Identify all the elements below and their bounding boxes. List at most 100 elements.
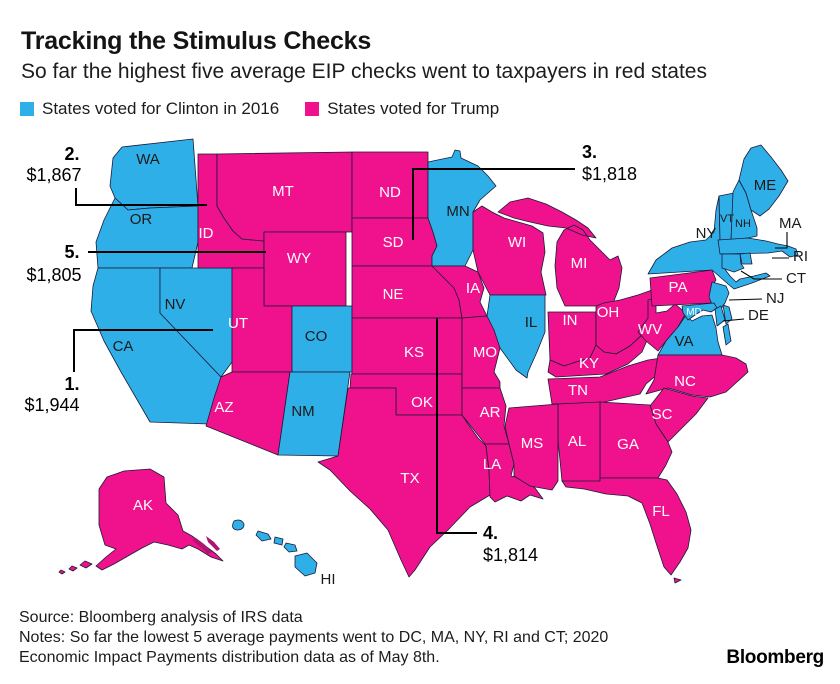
state-label-WY: WY: [287, 250, 311, 267]
notes-line-1: Notes: So far the lowest 5 average payme…: [19, 629, 609, 646]
state-NC: [645, 354, 749, 398]
state-label-MD: MD: [686, 307, 702, 318]
state-label-MS: MS: [521, 435, 544, 452]
state-label-NH: NH: [735, 218, 751, 230]
callout-value-SD: $1,818: [582, 164, 637, 184]
callout-line-UT: [73, 329, 213, 372]
callout-value-NE: $1,814: [483, 545, 538, 565]
state-label-IN: IN: [563, 312, 578, 329]
callout-rank-UT: 1.: [64, 374, 79, 394]
state-label-RI: RI: [793, 248, 808, 265]
leader-line-MA: [775, 232, 788, 249]
state-label-NE: NE: [383, 286, 404, 303]
leader-line-CT: [740, 270, 782, 280]
alaska-archipelago-icon: [192, 536, 220, 554]
state-CT: [721, 253, 745, 273]
trump-color-swatch-icon: [305, 102, 320, 116]
state-label-WV: WV: [638, 321, 662, 338]
callout-line-NE: [436, 318, 477, 534]
state-label-AZ: AZ: [214, 399, 233, 416]
state-LA: [484, 443, 544, 503]
states-group: WA OR CA NV ID MT WY UT CO AZ NM ND SD NE KS OK TX MN IA MO…: [58, 138, 799, 588]
legend: States voted for Clinton in 2016 States …: [20, 99, 499, 119]
callout-line-ID: [75, 188, 207, 206]
state-label-MA: MA: [779, 215, 802, 232]
state-DE: [722, 304, 733, 325]
footer: Source: Bloomberg analysis of IRS data N…: [19, 608, 608, 668]
state-label-OH: OH: [597, 304, 620, 321]
state-FL: [561, 477, 692, 584]
source-note: Source: Bloomberg analysis of IRS data: [19, 609, 303, 626]
callout-value-UT: $1,944: [24, 395, 79, 415]
state-label-WA: WA: [136, 151, 160, 168]
state-label-VT: VT: [720, 213, 734, 225]
state-label-FL: FL: [652, 503, 670, 520]
state-label-CA: CA: [113, 338, 134, 355]
state-label-PA: PA: [669, 279, 688, 296]
state-WI: [472, 205, 547, 296]
legend-item-trump: States voted for Trump: [305, 99, 499, 119]
state-NY: [647, 195, 771, 290]
clinton-color-swatch-icon: [20, 102, 34, 116]
state-OR: [95, 197, 199, 269]
state-label-DE: DE: [748, 307, 769, 324]
state-label-UT: UT: [228, 315, 248, 332]
state-label-GA: GA: [617, 436, 639, 453]
state-MS: [504, 403, 559, 491]
state-label-OR: OR: [130, 211, 153, 228]
state-label-WI: WI: [508, 234, 526, 251]
legend-item-clinton: States voted for Clinton in 2016: [20, 99, 279, 119]
state-label-IL: IL: [525, 314, 538, 331]
annotations-group: 1.$1,944 2.$1,867 3.$1,818 4.$1,814 5. $1,805: [24, 142, 637, 565]
state-label-MO: MO: [473, 344, 497, 361]
legend-label-clinton: States voted for Clinton in 2016: [42, 99, 280, 118]
page-title: Tracking the Stimulus Checks: [21, 27, 372, 55]
legend-label-trump: States voted for Trump: [327, 99, 500, 118]
state-label-CO: CO: [305, 328, 328, 345]
state-label-ID: ID: [199, 225, 214, 242]
state-label-CT: CT: [786, 270, 806, 287]
state-TX: [317, 387, 491, 578]
state-label-MI: MI: [571, 255, 588, 272]
state-label-NV: NV: [165, 296, 186, 313]
state-label-NC: NC: [674, 373, 696, 390]
state-RI: [739, 252, 753, 265]
callout-rank-SD: 3.: [582, 142, 597, 162]
state-label-AR: AR: [480, 404, 501, 421]
callout-rank-ID: 2.: [64, 144, 79, 164]
state-label-AL: AL: [568, 433, 586, 450]
callout-value-ID: $1,867: [26, 165, 81, 185]
state-IL: [486, 294, 546, 379]
callout-line-SD: [412, 168, 575, 240]
notes-line-2: Economic Impact Payments distribution da…: [19, 649, 440, 666]
callout-value-WY: $1,805: [26, 265, 81, 285]
state-label-TN: TN: [568, 382, 588, 399]
state-label-TX: TX: [400, 470, 419, 487]
state-label-IA: IA: [466, 280, 480, 297]
state-label-NY: NY: [696, 225, 717, 242]
state-label-HI: HI: [321, 571, 336, 588]
state-label-MT: MT: [272, 183, 294, 200]
state-label-OK: OK: [411, 394, 433, 411]
state-label-NM: NM: [291, 403, 314, 420]
state-label-SC: SC: [652, 406, 673, 423]
state-MN: [427, 149, 497, 267]
state-ME: [738, 144, 789, 217]
bloomberg-logo: Bloomberg: [726, 647, 824, 668]
state-label-AK: AK: [133, 497, 153, 514]
state-KY: [547, 332, 649, 378]
leader-line-NJ: [728, 298, 763, 301]
state-VA: [657, 314, 732, 356]
state-label-VA: VA: [675, 333, 694, 350]
state-label-SD: SD: [383, 234, 404, 251]
callout-rank-NE: 4.: [483, 523, 498, 543]
subtitle: So far the highest five average EIP chec…: [21, 60, 707, 83]
state-label-KS: KS: [404, 344, 424, 361]
state-label-NJ: NJ: [766, 290, 784, 307]
state-label-LA: LA: [483, 456, 501, 473]
state-WY: [263, 231, 347, 307]
state-HI: [232, 519, 318, 577]
